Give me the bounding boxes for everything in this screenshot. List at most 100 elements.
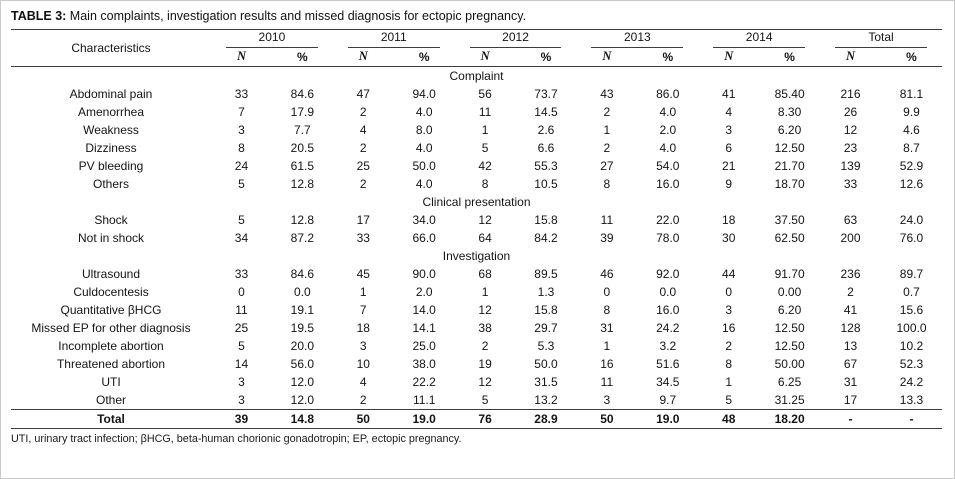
value-cell: 52.3 (899, 356, 924, 371)
value-cell: 20.0 (290, 338, 315, 353)
value-cell: 3 (238, 374, 245, 389)
value-cell: 0 (725, 284, 733, 299)
year-column-label: 2011 (347, 30, 440, 48)
value-cell: 4.0 (659, 104, 677, 119)
row-label: Amenorrhea (77, 104, 145, 119)
value-cell: 200 (840, 230, 861, 245)
table-row: PV bleeding 24 61.5 25 50.0 42 55.3 27 54.0 21 21.… (11, 157, 942, 175)
value-cell: 19.5 (290, 320, 315, 335)
value-cell: 1 (603, 338, 611, 353)
value-cell: 8 (603, 302, 611, 317)
value-cell: 68 (478, 266, 492, 281)
value-cell: 12.8 (290, 176, 315, 191)
value-cell: 13 (843, 338, 858, 353)
value-cell: 11.1 (412, 392, 436, 407)
value-cell: 5 (481, 140, 489, 155)
value-cell: 10.2 (899, 338, 924, 353)
value-cell: 24.2 (656, 320, 680, 335)
value-cell: 84.6 (290, 86, 315, 101)
table-body: Complaint Abdominal pain 33 84.6 47 94.0 56 73.… (11, 67, 942, 429)
total-value-cell: 14.8 (271, 409, 333, 429)
value-cell: 14.1 (412, 320, 436, 335)
value-cell: 9.9 (903, 104, 920, 119)
value-cell: 22.0 (656, 212, 680, 227)
value-cell: 8 (725, 356, 733, 371)
total-value-cell: 28.9 (515, 409, 577, 429)
value-cell: 4 (359, 374, 367, 389)
value-cell: 6.25 (777, 374, 802, 389)
value-cell: 4.0 (415, 104, 433, 119)
section-row: Investigation (11, 247, 942, 265)
value-cell: 4 (359, 122, 367, 137)
percent-header: % (759, 48, 821, 67)
value-cell: 42 (478, 158, 492, 173)
value-cell: 22.2 (412, 374, 436, 389)
value-cell: 5 (238, 176, 245, 191)
n-header: N (332, 48, 394, 67)
value-cell: 34 (234, 230, 249, 245)
value-cell: 23 (843, 140, 858, 155)
value-cell: 33 (234, 266, 249, 281)
value-cell: 56 (478, 86, 492, 101)
value-cell: 18.70 (774, 176, 805, 191)
percent-header: % (271, 48, 333, 67)
value-cell: 3 (725, 122, 733, 137)
table-row: Weakness 3 7.7 4 8.0 1 2.6 1 2.0 3 6.20 12 4.6 (11, 121, 942, 139)
value-cell: 2 (359, 176, 367, 191)
value-cell: 100.0 (896, 320, 927, 335)
value-cell: 1 (603, 122, 611, 137)
value-cell: 12.50 (774, 338, 805, 353)
value-cell: 2 (481, 338, 489, 353)
value-cell: 37.50 (774, 212, 805, 227)
value-cell: 1.3 (537, 284, 555, 299)
table-row: Shock 5 12.8 17 34.0 12 15.8 11 22.0 18 37.50 63 24.… (11, 211, 942, 229)
value-cell: 14 (234, 356, 249, 371)
year-column-label: 2012 (469, 30, 562, 48)
total-value-cell: - (880, 409, 942, 429)
year-column-label: 2010 (226, 30, 318, 48)
value-cell: 19.1 (290, 302, 315, 317)
table-row: Threatened abortion 14 56.0 10 38.0 19 50.0 16 5… (11, 355, 942, 373)
row-label: UTI (101, 374, 121, 389)
total-value-cell: 50 (576, 409, 638, 429)
value-cell: 2 (847, 284, 854, 299)
value-cell: 62.50 (774, 230, 805, 245)
value-cell: 4.0 (659, 140, 677, 155)
value-cell: 1 (481, 284, 489, 299)
value-cell: 30 (722, 230, 736, 245)
percent-header: % (637, 48, 699, 67)
value-cell: 25.0 (412, 338, 436, 353)
table-row: Dizziness 8 20.5 2 4.0 5 6.6 2 4.0 6 12.50 23 8.7 (11, 139, 942, 157)
n-header: N (820, 48, 881, 67)
value-cell: 13.3 (899, 392, 924, 407)
value-cell: 7.7 (294, 122, 311, 137)
value-cell: 236 (840, 266, 861, 281)
n-header: N (698, 48, 760, 67)
value-cell: 5 (238, 338, 245, 353)
total-value-cell: 48 (698, 409, 760, 429)
header-group-row: Characteristics 2010 2011 2012 2013 2014 Total (11, 29, 942, 67)
value-cell: 11 (600, 374, 614, 389)
row-label: Not in shock (77, 230, 145, 245)
value-cell: 25 (234, 320, 249, 335)
value-cell: 11 (600, 212, 614, 227)
value-cell: 6.20 (777, 122, 802, 137)
value-cell: 2.0 (415, 284, 433, 299)
n-header: N (454, 48, 516, 67)
value-cell: 0.7 (903, 284, 920, 299)
value-cell: 89.5 (534, 266, 558, 281)
value-cell: 24.2 (899, 374, 924, 389)
total-value-cell: 39 (211, 409, 272, 429)
value-cell: 45 (356, 266, 370, 281)
value-cell: 7 (238, 104, 245, 119)
value-cell: 15.8 (534, 212, 558, 227)
table-row: Not in shock 34 87.2 33 66.0 64 84.2 39 78.0 30 62… (11, 229, 942, 247)
table-row: Abdominal pain 33 84.6 47 94.0 56 73.7 43 86.0 41… (11, 85, 942, 103)
value-cell: 64 (478, 230, 492, 245)
value-cell: 14.0 (412, 302, 436, 317)
value-cell: 15.6 (899, 302, 924, 317)
value-cell: 20.5 (290, 140, 315, 155)
table-row: Amenorrhea 7 17.9 2 4.0 11 14.5 2 4.0 4 8.30 26 9.9 (11, 103, 942, 121)
value-cell: 19 (478, 356, 492, 371)
year-column-label: 2014 (713, 30, 806, 48)
